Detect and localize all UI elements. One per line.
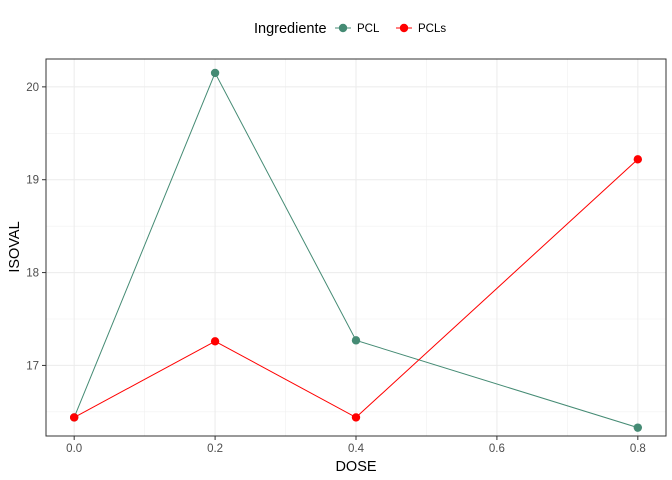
data-point-pcls (69, 413, 79, 422)
y-tick-label: 19 (26, 175, 39, 187)
legend-label: PCLs (418, 23, 446, 35)
legend-item-pcl: PCL (335, 23, 380, 35)
series-layer (69, 68, 643, 432)
x-tick-label: 0.8 (630, 443, 646, 455)
legend: Ingrediente PCL PCLs (254, 21, 446, 37)
data-point-pcls (351, 413, 361, 422)
y-tick-label: 18 (26, 268, 39, 280)
data-point-pcl (210, 68, 220, 78)
data-point-pcls (633, 155, 643, 164)
legend-label: PCL (357, 23, 380, 35)
y-tick-label: 20 (26, 82, 39, 94)
y-axis: 17 18 19 20 (26, 82, 46, 372)
data-point-pcl (351, 336, 361, 345)
x-axis-label: DOSE (335, 459, 376, 475)
data-point-pcl (633, 423, 643, 432)
data-point-pcls (210, 337, 220, 346)
x-axis: 0.0 0.2 0.4 0.6 0.8 (66, 436, 646, 455)
y-tick-label: 17 (26, 360, 39, 372)
legend-item-pcls: PCLs (396, 23, 446, 35)
legend-key-point (399, 23, 409, 33)
y-axis-label: ISOVAL (7, 221, 23, 272)
x-tick-label: 0.6 (489, 443, 505, 455)
x-tick-label: 0.2 (207, 443, 223, 455)
series-line-pcls (73, 158, 639, 419)
series-line-pcl (73, 71, 638, 429)
grid (46, 59, 666, 436)
x-tick-label: 0.4 (348, 443, 365, 455)
legend-key-point (338, 23, 348, 33)
x-tick-label: 0.0 (66, 443, 82, 455)
legend-title: Ingrediente (254, 21, 327, 37)
